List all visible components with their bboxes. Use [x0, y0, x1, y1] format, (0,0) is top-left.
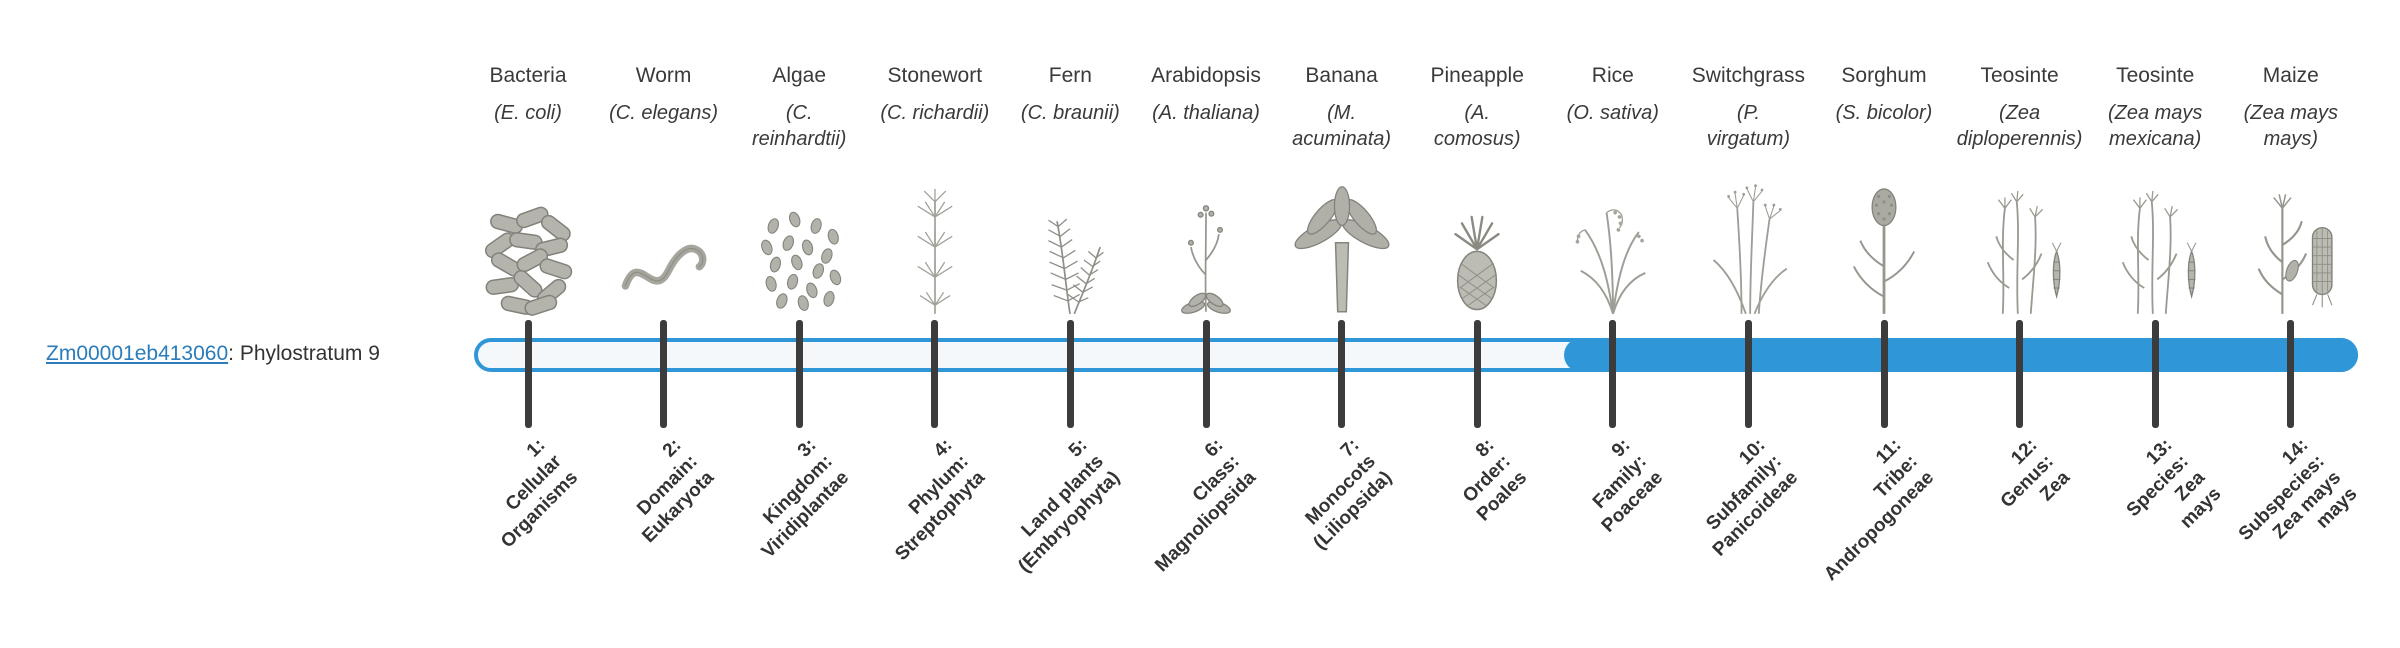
- gene-label: Zm00001eb413060: Phylostratum 9: [46, 342, 380, 366]
- teosinte-icon: [1950, 168, 2090, 316]
- organism-name: Banana: [1305, 64, 1378, 87]
- organism-scientific-name: (A. thaliana): [1152, 102, 1260, 124]
- pineapple-icon: [1407, 168, 1547, 316]
- organism-scientific-name: (A. comosus): [1433, 102, 1521, 150]
- organism-scientific-name: (M. acuminata): [1292, 102, 1392, 150]
- phylostratum-tick: [1202, 320, 1210, 428]
- worm-icon: [594, 168, 734, 316]
- organism-scientific-name: (C. reinhardtii): [751, 102, 847, 150]
- maize-icon: [2221, 168, 2361, 316]
- arabidopsis-icon: [1136, 168, 1276, 316]
- organism-scientific-name: (E. coli): [494, 102, 562, 124]
- organism-column: Fern (C. braunii) 5: Land plants (Embryop…: [1000, 0, 1140, 580]
- organism-scientific-name: (P. virgatum): [1706, 102, 1791, 150]
- organism-name: Arabidopsis: [1151, 64, 1261, 87]
- organism-column: Sorghum (S. bicolor) 11: Tribe: Andropogo…: [1814, 0, 1954, 585]
- organism-name: Maize: [2262, 64, 2319, 87]
- organism-name: Rice: [1591, 64, 1634, 87]
- phylostratum-tick: [1473, 320, 1481, 428]
- phylostratum-tick: [1744, 320, 1752, 428]
- organism-scientific-name: (C. braunii): [1020, 102, 1120, 124]
- phylostratum-tick: [1338, 320, 1346, 428]
- organism-column: Stonewort (C. richardii) 4: Phylum: Strep…: [865, 0, 1005, 580]
- phylostratum-tick: [660, 320, 668, 428]
- rice-icon: [1543, 168, 1683, 316]
- organism-scientific-name: (Zea mays mays): [2243, 102, 2339, 150]
- organism-scientific-name: (C. elegans): [609, 102, 719, 124]
- organism-name: Teosinte: [2116, 64, 2195, 87]
- phylostrata-viewer: Zm00001eb413060: Phylostratum 9 Bacteria…: [46, 0, 2362, 585]
- phylostratum-tick: [1609, 320, 1617, 428]
- organism-scientific-name: (S. bicolor): [1835, 102, 1933, 124]
- organism-name: Bacteria: [489, 64, 567, 87]
- organism-name: Switchgrass: [1691, 64, 1805, 87]
- organism-scientific-name: (Zea diploperennis): [1956, 102, 2083, 150]
- organism-column: Arabidopsis (A. thaliana) 6: Class: Magno…: [1136, 0, 1276, 580]
- organism-column: Algae (C. reinhardtii) 3: Kingdom: Viridi…: [729, 0, 869, 580]
- organism-column: Pineapple (A. comosus) 8: Order: Poales: [1407, 0, 1547, 580]
- organism-column: Teosinte (Zea diploperennis) 12: Genus: Z…: [1950, 0, 2090, 580]
- phylostrata-bar-fill: [1564, 338, 2358, 372]
- organism-column: Teosinte (Zea mays mexicana) 13: Species:…: [2085, 0, 2226, 580]
- switchgrass-icon: [1678, 168, 1818, 316]
- phylostratum-tick: [2287, 320, 2295, 428]
- organism-name: Algae: [772, 64, 827, 87]
- phylostratum-tick: [931, 320, 939, 428]
- organism-name: Teosinte: [1980, 64, 2059, 87]
- organism-scientific-name: (Zea mays mexicana): [2107, 102, 2203, 150]
- stonewort-icon: [865, 168, 1005, 316]
- organism-scientific-name: (C. richardii): [880, 102, 990, 124]
- algae-icon: [729, 168, 869, 316]
- organism-column: Banana (M. acuminata) 7: Monocots (Liliop…: [1272, 0, 1412, 580]
- organism-name: Stonewort: [887, 64, 983, 87]
- phylostratum-tick: [1066, 320, 1074, 428]
- bacteria-icon: [458, 168, 598, 316]
- fern-icon: [1000, 168, 1140, 316]
- organism-name: Worm: [635, 64, 692, 87]
- organism-name: Pineapple: [1430, 64, 1524, 87]
- gene-id-link[interactable]: Zm00001eb413060: [46, 342, 229, 365]
- banana-icon: [1272, 168, 1412, 316]
- timeline: Bacteria (E. coli) 1: Cellular Organisms W…: [458, 0, 2362, 585]
- phylostratum-tick: [2151, 320, 2159, 428]
- organism-column: Worm (C. elegans) 2: Domain: Eukaryota: [594, 0, 734, 580]
- organism-column: Rice (O. sativa) 9: Family: Poaceae: [1543, 0, 1683, 580]
- phylostratum-tick: [2016, 320, 2024, 428]
- teosinte-icon: [2085, 168, 2225, 316]
- organism-column: Switchgrass (P. virgatum) 10: Subfamily: …: [1678, 0, 1818, 580]
- phylostratum-tick: [1880, 320, 1888, 428]
- organism-scientific-name: (O. sativa): [1566, 102, 1659, 124]
- organism-column: Maize (Zea mays mays) 14: Subspecies: Zea…: [2221, 0, 2362, 580]
- gene-phylostratum-text: : Phylostratum 9: [228, 342, 380, 365]
- phylostratum-tick: [524, 320, 532, 428]
- sorghum-icon: [1814, 168, 1954, 316]
- organism-column: Bacteria (E. coli) 1: Cellular Organisms: [458, 0, 598, 580]
- organism-name: Sorghum: [1841, 64, 1927, 87]
- phylostratum-tick: [795, 320, 803, 428]
- organism-name: Fern: [1048, 64, 1092, 87]
